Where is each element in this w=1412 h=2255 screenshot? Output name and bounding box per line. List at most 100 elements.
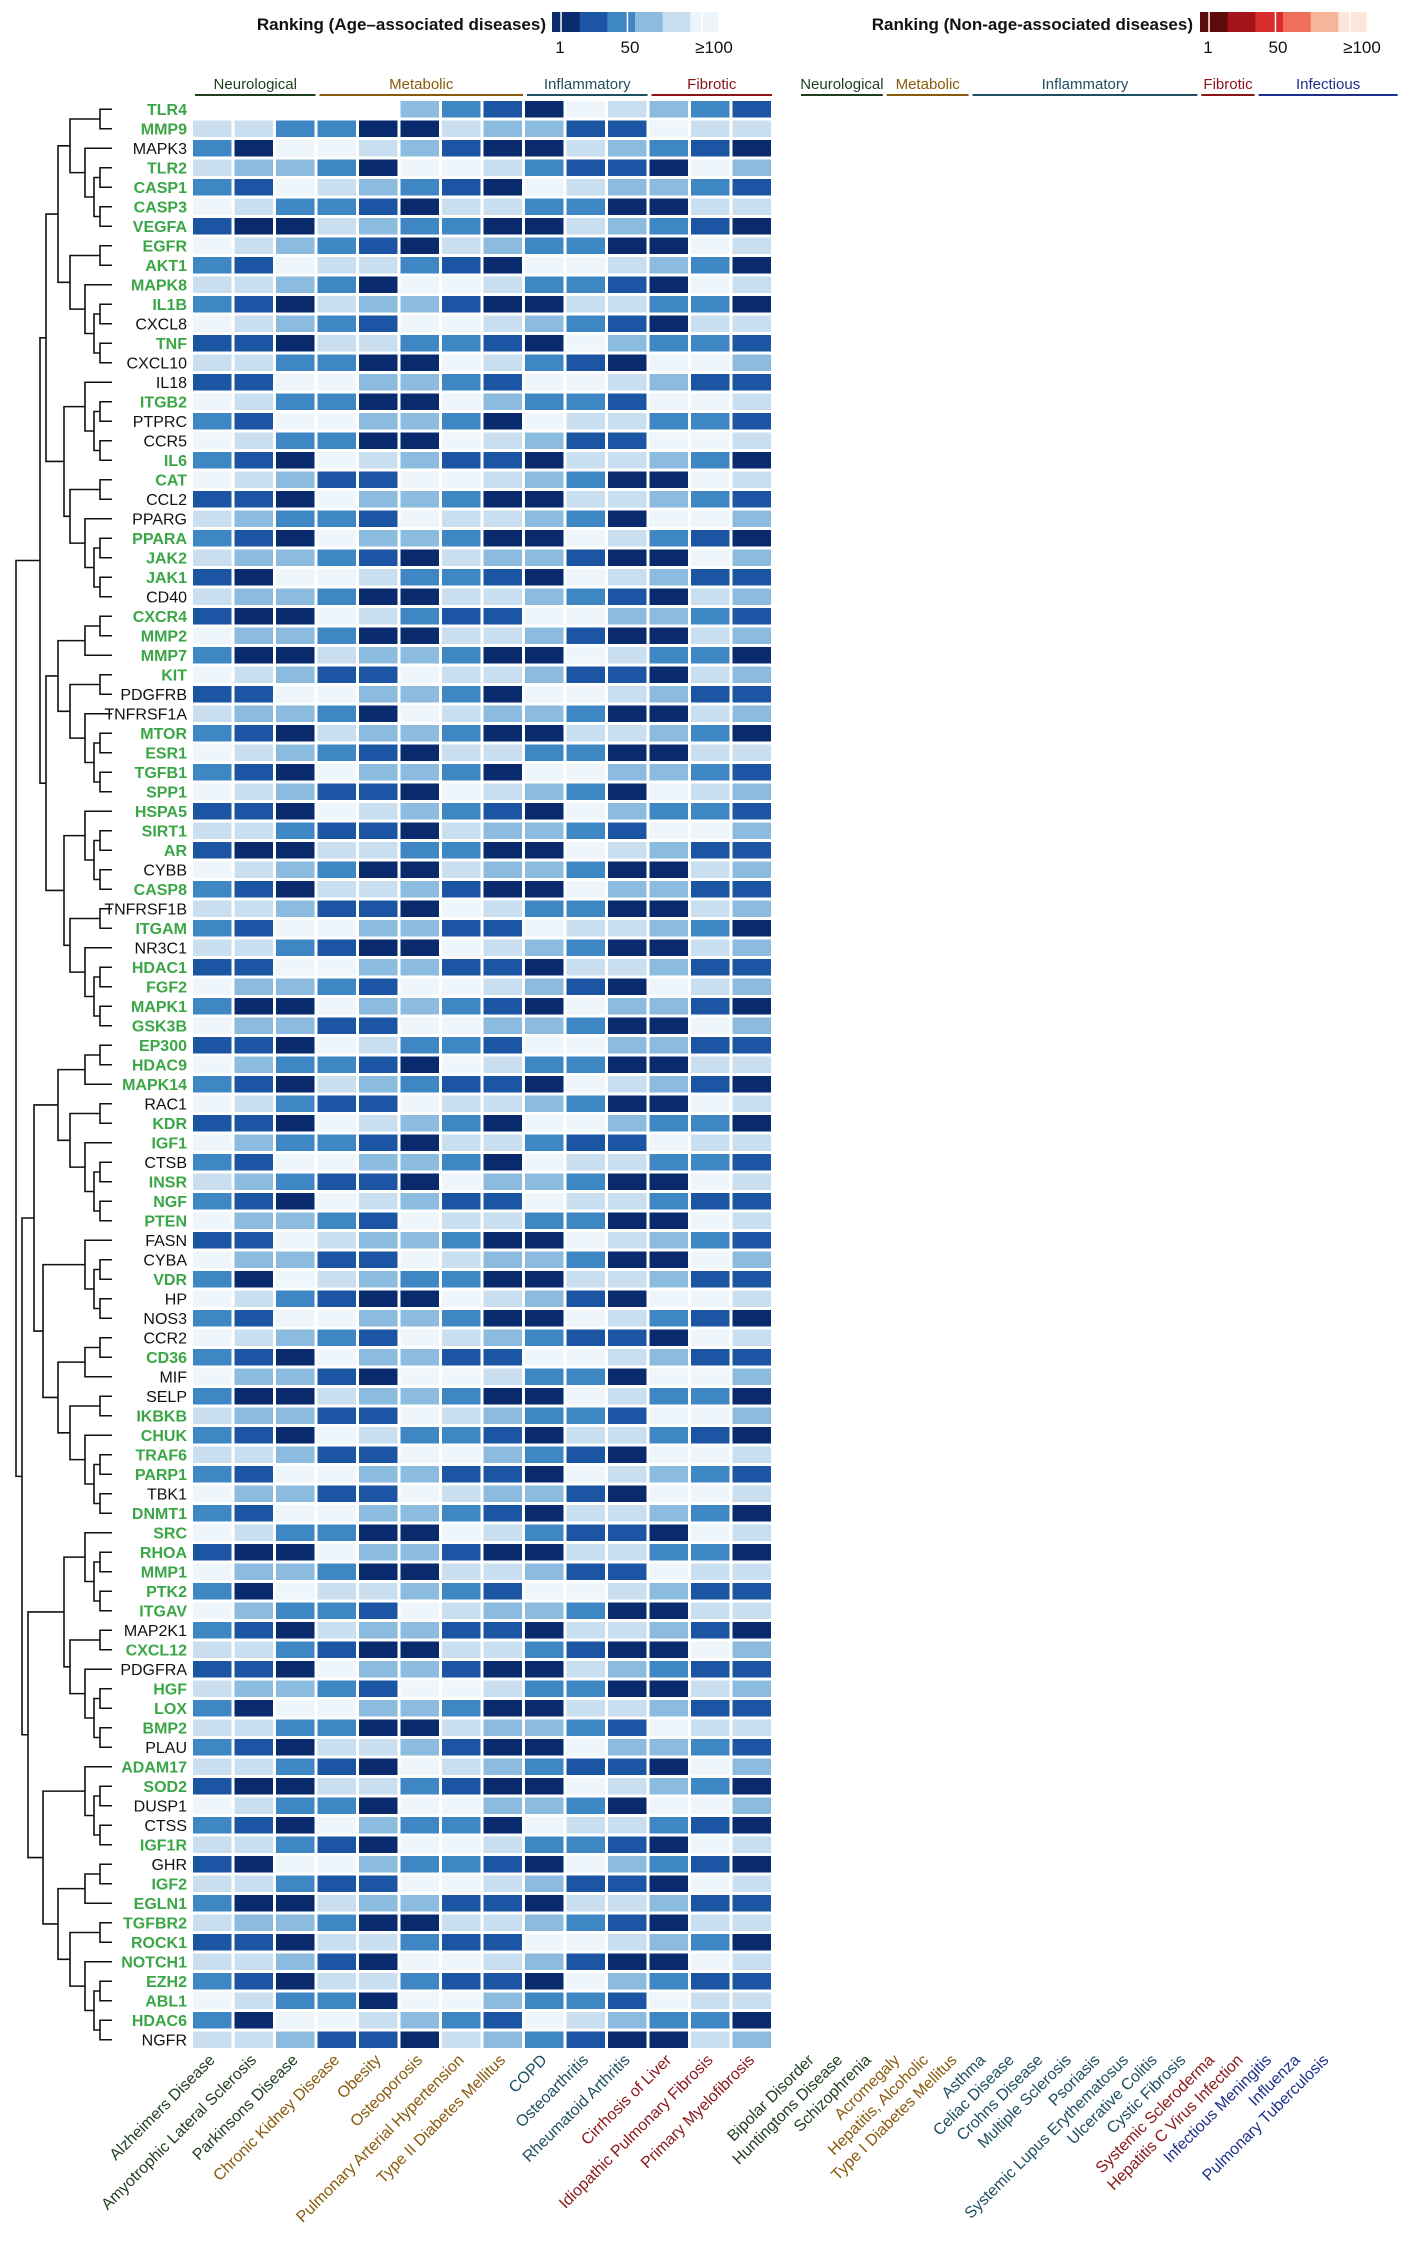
heat-cell	[442, 705, 481, 722]
heat-cell	[442, 530, 481, 547]
heat-cell	[566, 647, 605, 664]
heat-cell	[400, 1563, 439, 1580]
heat-cell	[566, 1934, 605, 1951]
heat-cell	[359, 1524, 398, 1541]
heat-cell	[691, 257, 730, 274]
heat-cell	[359, 1349, 398, 1366]
gene-label: EGLN1	[134, 1896, 187, 1913]
heat-cell	[566, 666, 605, 683]
legend-tick-label: 1	[1203, 38, 1212, 57]
heat-cell	[608, 1173, 647, 1190]
heat-cell	[359, 861, 398, 878]
heat-cell	[276, 627, 315, 644]
heat-cell	[732, 1368, 771, 1385]
legend-swatch	[1338, 12, 1367, 32]
heat-cell	[193, 1602, 232, 1619]
heat-cell	[400, 920, 439, 937]
heat-cell	[193, 335, 232, 352]
heat-cell	[234, 1485, 273, 1502]
heat-cell	[649, 1505, 688, 1522]
heat-cell	[359, 1934, 398, 1951]
heat-cell	[483, 1368, 522, 1385]
heat-cell	[525, 1914, 564, 1931]
heat-cell	[691, 1680, 730, 1697]
heat-cell	[649, 413, 688, 430]
heat-cell	[732, 530, 771, 547]
heat-cell	[317, 1407, 356, 1424]
heat-cell	[400, 666, 439, 683]
gene-label: IL6	[164, 453, 187, 470]
heat-cell	[691, 1154, 730, 1171]
heat-cell	[483, 393, 522, 410]
heat-cell	[359, 1485, 398, 1502]
heat-cell	[400, 939, 439, 956]
heat-cell	[566, 1856, 605, 1873]
heat-cell	[276, 705, 315, 722]
heat-cell	[732, 1388, 771, 1405]
heat-cell	[608, 900, 647, 917]
heat-cell	[400, 1446, 439, 1463]
heat-cell	[732, 1544, 771, 1561]
gene-label: HDAC1	[132, 960, 187, 977]
heat-cell	[649, 1817, 688, 1834]
heat-cell	[234, 198, 273, 215]
heat-cell	[442, 1602, 481, 1619]
gene-label: DUSP1	[134, 1799, 187, 1816]
heat-cell	[732, 1154, 771, 1171]
heat-cell	[442, 1212, 481, 1229]
gene-label: CAT	[155, 473, 187, 490]
heat-cell	[400, 725, 439, 742]
heat-cell	[649, 452, 688, 469]
heat-cell	[483, 1329, 522, 1346]
heat-cell	[359, 1739, 398, 1756]
heat-cell	[732, 101, 771, 118]
heat-cell	[234, 1758, 273, 1775]
heat-cell	[442, 159, 481, 176]
heat-cell	[442, 1349, 481, 1366]
heat-cell	[193, 491, 232, 508]
heat-cell	[566, 413, 605, 430]
heat-cell	[566, 491, 605, 508]
heat-cell	[317, 1349, 356, 1366]
heat-cell	[193, 1739, 232, 1756]
gene-label: GSK3B	[132, 1019, 187, 1036]
heat-cell	[525, 1329, 564, 1346]
heat-cell	[442, 237, 481, 254]
gene-label: RAC1	[144, 1097, 187, 1114]
heat-cell	[234, 354, 273, 371]
legend-tick-mark	[1349, 12, 1351, 32]
gene-label: ADAM17	[121, 1760, 187, 1777]
heat-cell	[193, 569, 232, 586]
heat-cell	[400, 1505, 439, 1522]
heat-cell	[525, 1368, 564, 1385]
heat-cell	[359, 1856, 398, 1873]
heat-cell	[193, 627, 232, 644]
gene-label: TBK1	[147, 1487, 187, 1504]
heat-cell	[193, 900, 232, 917]
heat-cell	[276, 1017, 315, 1034]
heat-cell	[276, 1992, 315, 2009]
heat-cell	[193, 920, 232, 937]
heat-cell	[691, 783, 730, 800]
heat-cell	[649, 1739, 688, 1756]
heat-cell	[483, 296, 522, 313]
heat-cell	[193, 1641, 232, 1658]
heat-cell	[234, 1622, 273, 1639]
heat-cell	[525, 686, 564, 703]
heat-cell	[691, 1193, 730, 1210]
gene-label: IGF1R	[140, 1838, 188, 1855]
heat-cell	[525, 452, 564, 469]
heat-cell	[732, 1661, 771, 1678]
heat-cell	[234, 1641, 273, 1658]
heat-cell	[566, 1368, 605, 1385]
heat-cell	[400, 1622, 439, 1639]
legend-tick-label: 50	[1269, 38, 1288, 57]
heat-cell	[483, 1310, 522, 1327]
heat-cell	[691, 1739, 730, 1756]
heat-cell	[234, 1992, 273, 2009]
heat-cell	[732, 1875, 771, 1892]
heat-cell	[193, 842, 232, 859]
heat-cell	[691, 296, 730, 313]
heat-cell	[483, 608, 522, 625]
